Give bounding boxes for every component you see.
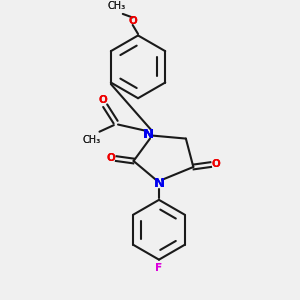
Text: O: O [106, 153, 115, 163]
Text: CH₃: CH₃ [82, 135, 101, 145]
Text: CH₃: CH₃ [107, 1, 125, 11]
Text: O: O [98, 95, 107, 105]
Text: O: O [128, 16, 137, 26]
Text: F: F [155, 263, 163, 273]
Text: N: N [143, 128, 154, 141]
Text: CH₃: CH₃ [107, 1, 125, 11]
Text: CH₃: CH₃ [82, 135, 101, 145]
Text: O: O [128, 16, 137, 26]
Text: N: N [153, 177, 164, 190]
Text: O: O [212, 159, 220, 169]
Text: O: O [212, 159, 220, 169]
Text: N: N [143, 128, 154, 141]
Text: N: N [153, 177, 164, 190]
Text: F: F [155, 263, 163, 273]
Text: O: O [106, 153, 115, 163]
Text: O: O [98, 95, 107, 105]
Text: N: N [143, 128, 154, 141]
